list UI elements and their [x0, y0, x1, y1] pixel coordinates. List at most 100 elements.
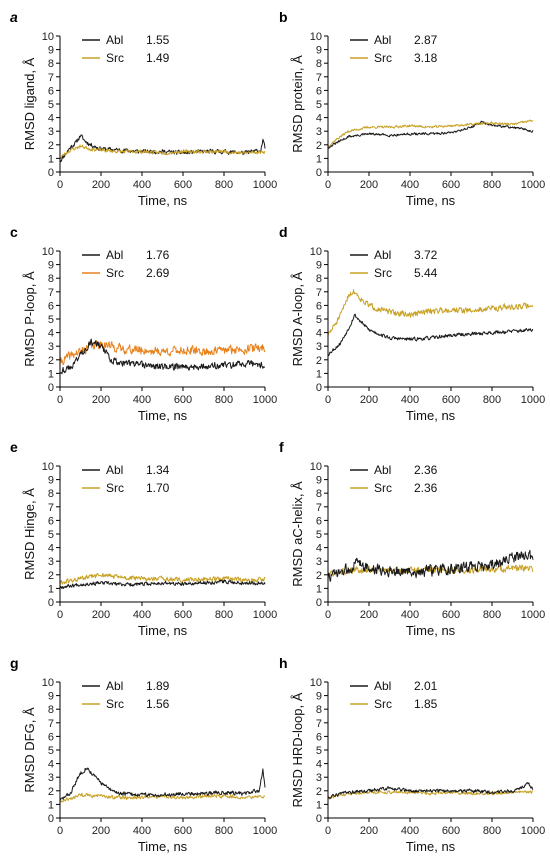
y-tick-label: 8 [316, 273, 322, 285]
y-tick-label: 4 [316, 759, 322, 771]
series-line-src [59, 144, 266, 160]
x-tick-label: 1000 [253, 179, 277, 191]
x-tick-label: 0 [57, 609, 63, 621]
panel-e: e 0 12 34 5 67 89 10 0 200 400 600 800 1000 Time, ns RM… [10, 439, 277, 638]
y-tick-label: 2 [48, 570, 54, 582]
y-axis-label: RMSD A-loop, Å [290, 271, 305, 366]
y-tick-label: 9 [316, 475, 322, 487]
panel-b: b 0 12 34 5 67 89 10 0 200 400 600 800 1000 Time, ns RM… [279, 9, 545, 208]
x-tick-label: 1000 [521, 179, 545, 191]
y-tick-label: 6 [316, 300, 322, 312]
y-tick-label: 3 [316, 126, 322, 138]
x-tick-label: 200 [92, 825, 110, 837]
legend-label-src: Src [106, 697, 124, 711]
y-tick-label: 3 [316, 772, 322, 784]
y-tick-label: 0 [48, 597, 54, 609]
y-tick-label: 3 [316, 556, 322, 568]
x-axis-label: Time, ns [406, 623, 456, 638]
series-line-abl [327, 120, 534, 149]
legend-value-abl: 3.72 [414, 248, 438, 262]
x-tick-label: 400 [133, 179, 151, 191]
x-tick-label: 800 [215, 825, 233, 837]
x-axis-label: Time, ns [406, 408, 456, 423]
x-tick-label: 800 [215, 179, 233, 191]
legend-label-abl: Abl [374, 248, 391, 262]
x-axis-label: Time, ns [138, 408, 188, 423]
y-tick-label: 8 [48, 488, 54, 500]
x-tick-label: 400 [401, 179, 419, 191]
x-tick-label: 200 [92, 179, 110, 191]
legend: Abl 1.76 Src 2.69 [82, 248, 170, 280]
y-tick-label: 6 [48, 300, 54, 312]
y-tick-label: 1 [48, 368, 54, 380]
x-tick-label: 0 [325, 609, 331, 621]
legend-value-src: 3.18 [414, 51, 438, 65]
legend: Abl 2.87 Src 3.18 [350, 33, 438, 65]
y-tick-label: 8 [316, 488, 322, 500]
x-tick-label: 800 [215, 394, 233, 406]
x-tick-label: 200 [360, 179, 378, 191]
series-line-src [59, 340, 266, 366]
y-tick-label: 9 [48, 691, 54, 703]
y-tick-label: 10 [310, 31, 322, 43]
y-tick-label: 7 [316, 718, 322, 730]
y-tick-label: 3 [48, 126, 54, 138]
legend-value-src: 2.69 [146, 266, 170, 280]
y-axis-label: RMSD Hinge, Å [22, 488, 37, 580]
y-tick-label: 10 [42, 677, 54, 689]
legend-label-abl: Abl [106, 679, 123, 693]
legend-value-src: 1.85 [414, 697, 438, 711]
y-tick-label: 4 [48, 759, 54, 771]
y-tick-label: 6 [48, 731, 54, 743]
y-tick-label: 7 [48, 718, 54, 730]
y-tick-label: 9 [316, 260, 322, 272]
y-tick-label: 9 [48, 475, 54, 487]
x-tick-label: 400 [401, 825, 419, 837]
y-tick-label: 3 [48, 556, 54, 568]
y-tick-label: 2 [316, 140, 322, 152]
x-axis-label: Time, ns [138, 839, 188, 854]
y-tick-label: 10 [310, 246, 322, 258]
x-tick-label: 200 [360, 609, 378, 621]
panel-h: h 0 12 34 5 67 89 10 0 200 400 600 800 1000 Time, ns RM… [279, 655, 545, 854]
y-tick-label: 8 [48, 273, 54, 285]
y-tick-label: 4 [48, 328, 54, 340]
y-tick-label: 0 [316, 167, 322, 179]
panel-letter: h [279, 655, 288, 671]
y-tick-label: 7 [48, 72, 54, 84]
y-tick-label: 0 [316, 382, 322, 394]
y-tick-label: 1 [316, 368, 322, 380]
x-tick-label: 600 [174, 825, 192, 837]
x-tick-label: 1000 [521, 394, 545, 406]
x-axis-label: Time, ns [406, 839, 456, 854]
x-tick-label: 600 [442, 825, 460, 837]
panel-f: f 0 12 34 5 67 89 10 0 200 400 600 800 1000 Time, ns RM… [279, 439, 545, 638]
series-line-src [59, 792, 266, 803]
panel-c: c 0 12 34 5 67 89 10 0 200 400 600 800 1000 Time, ns RM… [10, 224, 277, 423]
legend-label-src: Src [374, 266, 392, 280]
x-tick-label: 0 [325, 179, 331, 191]
y-tick-label: 5 [316, 99, 322, 111]
panel-a: a 0 12 34 5 67 89 10 0 200 400 600 800 1000 Time, ns RM… [10, 9, 277, 208]
legend: Abl 2.01 Src 1.85 [350, 679, 438, 711]
y-tick-label: 8 [316, 58, 322, 70]
x-tick-label: 200 [360, 825, 378, 837]
x-tick-label: 200 [360, 394, 378, 406]
x-tick-label: 1000 [521, 609, 545, 621]
x-tick-label: 400 [133, 825, 151, 837]
x-tick-label: 0 [57, 179, 63, 191]
series-line-abl [59, 338, 266, 375]
y-tick-label: 6 [316, 515, 322, 527]
x-tick-label: 600 [442, 179, 460, 191]
y-axis-label: RMSD P-loop, Å [22, 271, 37, 367]
y-tick-label: 3 [48, 772, 54, 784]
y-tick-label: 8 [48, 704, 54, 716]
legend-label-abl: Abl [106, 248, 123, 262]
x-tick-label: 1000 [253, 394, 277, 406]
legend-value-abl: 2.36 [414, 463, 438, 477]
y-tick-label: 1 [48, 799, 54, 811]
series-line-src [59, 572, 266, 585]
x-tick-label: 800 [483, 394, 501, 406]
legend-value-src: 1.56 [146, 697, 170, 711]
panel-letter: c [10, 224, 18, 240]
